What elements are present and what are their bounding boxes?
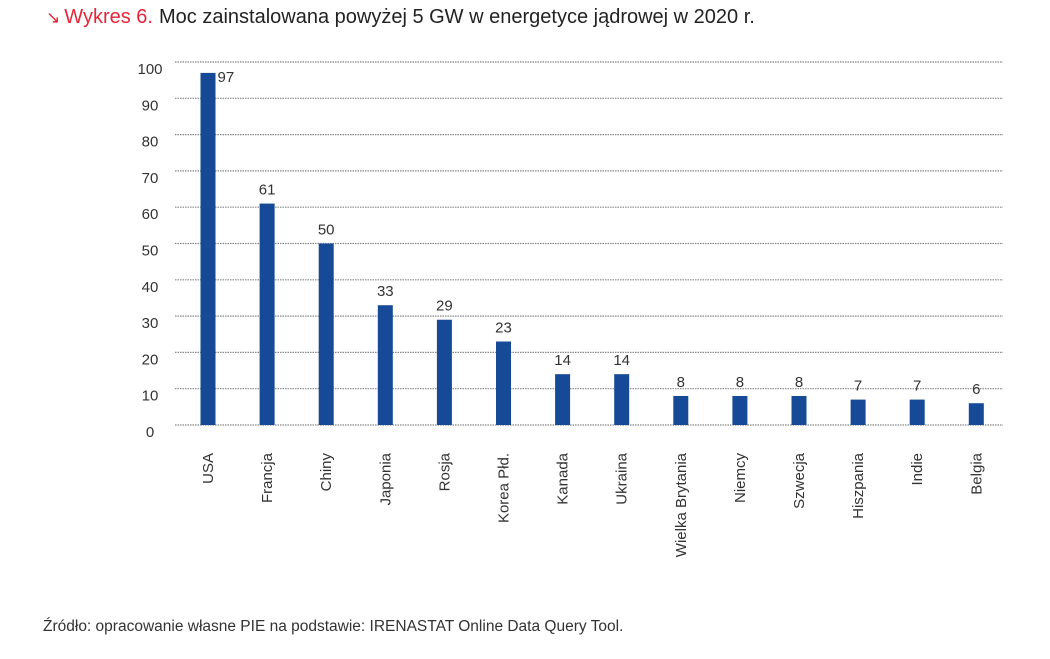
y-tick-label: 20 (142, 351, 159, 368)
x-tick-label: USA (200, 453, 217, 484)
bar (614, 374, 630, 425)
x-tick-label: Szwecja (791, 452, 808, 509)
y-tick-label: 70 (142, 170, 159, 187)
bar (200, 72, 216, 425)
bar (732, 395, 748, 425)
bar-chart: 0 10 20 30 40 50 60 70 80 90 100 97 USA 61 Francja 50 Ch… (137, 61, 1003, 557)
data-label: 50 (318, 222, 335, 239)
y-tick-label: 40 (142, 279, 159, 296)
x-tick-label: Francja (259, 452, 276, 503)
y-tick-label: 60 (142, 206, 159, 223)
y-tick-label: 90 (142, 97, 159, 114)
x-tick-label: Niemcy (732, 453, 749, 504)
x-tick-label: Wielka Brytania (673, 452, 690, 557)
x-tick-label: Belgia (968, 452, 985, 494)
x-tick-label: Chiny (318, 453, 335, 492)
chart-number: Wykres 6. (64, 6, 153, 28)
data-label: 8 (677, 374, 685, 391)
data-label: 8 (736, 374, 744, 391)
data-label: 33 (377, 283, 394, 300)
bar (909, 399, 925, 425)
bar (436, 319, 452, 425)
bar (318, 243, 334, 425)
data-label: 7 (913, 378, 921, 395)
y-tick-label: 50 (142, 243, 159, 260)
data-label: 97 (218, 69, 235, 86)
bar (496, 341, 511, 425)
data-label: 8 (795, 374, 803, 391)
bar (850, 399, 866, 425)
x-tick-label: Ukraina (614, 452, 631, 504)
data-label: 29 (436, 298, 453, 315)
bar (259, 203, 275, 425)
x-tick-label: Korea Płd. (496, 453, 513, 523)
y-tick-label: 10 (142, 388, 159, 405)
x-tick-label: Japonia (377, 452, 394, 505)
chart-title: ↘ Wykres 6. Moc zainstalowana powyżej 5 GW… (46, 6, 755, 29)
y-tick-label: 80 (142, 134, 159, 151)
bar (555, 374, 571, 425)
data-label: 61 (259, 182, 276, 199)
data-label: 7 (854, 378, 862, 395)
bar (673, 395, 689, 425)
data-label: 23 (495, 320, 512, 337)
data-label: 14 (554, 352, 571, 369)
data-label: 14 (613, 352, 630, 369)
x-tick-label: Kanada (555, 452, 572, 504)
y-tick-label: 0 (146, 424, 154, 441)
x-tick-label: Indie (909, 453, 926, 486)
bar (791, 395, 807, 425)
y-tick-label: 100 (137, 61, 162, 78)
chart-title-text: Moc zainstalowana powyżej 5 GW w energet… (158, 6, 755, 28)
y-tick-label: 30 (142, 315, 159, 332)
bar (968, 403, 984, 425)
source-note: Źródło: opracowanie własne PIE na podsta… (43, 618, 624, 635)
data-label: 6 (972, 381, 980, 398)
arrow-down-right-icon: ↘ (46, 8, 61, 27)
bar (377, 305, 393, 425)
x-tick-label: Hiszpania (850, 452, 867, 519)
x-tick-label: Rosja (436, 452, 453, 491)
